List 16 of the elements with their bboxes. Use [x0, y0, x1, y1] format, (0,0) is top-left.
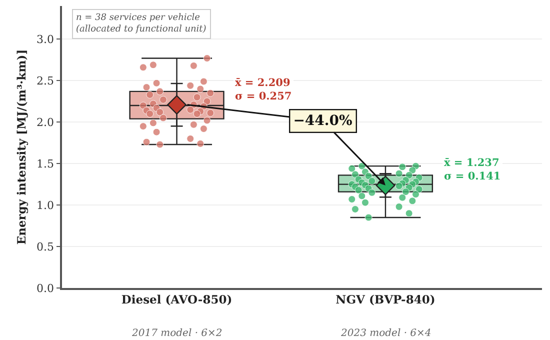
- y-tick-label: 1.0: [36, 198, 54, 212]
- text: 2017 model · 6×2: [131, 328, 222, 339]
- annotation: n = 38 services per vehicle (allocated to functional unit): [76, 13, 207, 35]
- y-tick-label: 1.5: [36, 157, 54, 170]
- annotation: x̄ = 1.237 σ = 0.141: [444, 157, 501, 183]
- y-tick-label: 0.0: [36, 282, 54, 295]
- x-tick-label: Diesel (AVO-850): [121, 292, 232, 307]
- y-tick-label: 3.0: [36, 33, 54, 46]
- x-tick-label: NGV (BVP-840): [336, 292, 436, 307]
- y-tick-label: 2.0: [36, 116, 54, 129]
- annotation: −44.0%: [293, 113, 352, 130]
- y-axis-title: Energy intensity [MJ/(m³·km)]: [14, 49, 29, 245]
- annotation: x̄ = 2.209 σ = 0.257: [235, 77, 292, 103]
- text: 2023 model · 6×4: [340, 328, 432, 339]
- y-tick-label: 2.5: [36, 74, 54, 88]
- y-tick-label: 0.5: [36, 240, 54, 254]
